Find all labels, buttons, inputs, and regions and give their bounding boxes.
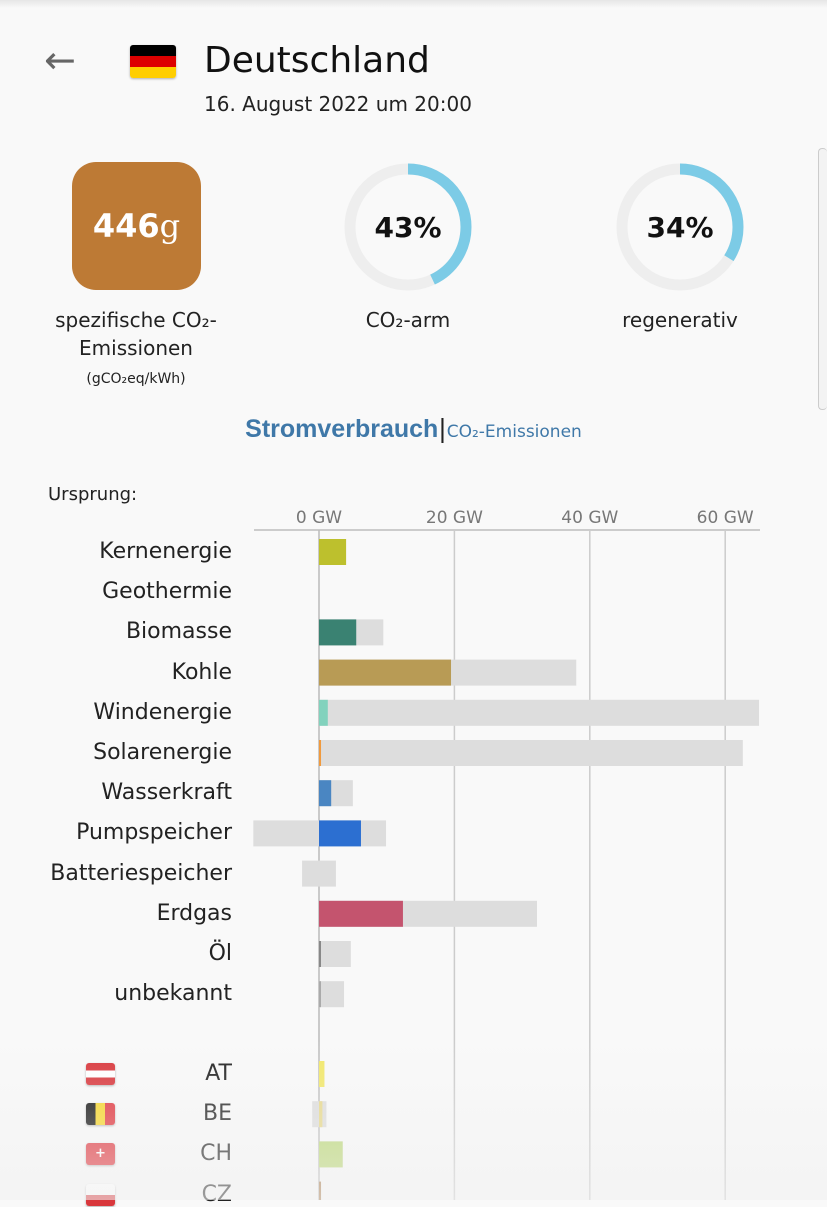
x-tick-label: 20 GW bbox=[426, 508, 483, 528]
source-label: Geothermie bbox=[102, 579, 232, 605]
source-bar-Wasserkraft[interactable] bbox=[319, 780, 353, 807]
arrow-left-icon[interactable]: ← bbox=[44, 38, 76, 82]
chart-mode-tabs: Stromverbrauch|CO₂-Emissionen bbox=[0, 414, 827, 444]
source-label: Wasserkraft bbox=[101, 780, 232, 806]
source-bar-Solarenergie[interactable] bbox=[319, 740, 743, 766]
source-bar-Batteriespeicher[interactable] bbox=[302, 860, 336, 887]
capacity-bar bbox=[319, 981, 345, 1008]
source-label: Windenergie bbox=[93, 699, 232, 725]
source-label: Öl bbox=[208, 941, 232, 966]
scrollbar-track[interactable] bbox=[818, 148, 827, 410]
tab-co2-emissionen[interactable]: CO₂-Emissionen bbox=[446, 422, 582, 442]
intensity-label: spezifische CO₂- Emissionen (gCO₂eq/kWh) bbox=[36, 306, 236, 393]
source-bar-Pumpspeicher[interactable] bbox=[253, 820, 387, 847]
capacity-bar bbox=[302, 860, 336, 887]
ring-fill bbox=[344, 163, 472, 291]
source-bar-Biomasse[interactable] bbox=[319, 619, 384, 646]
datetime: 16. August 2022 um 20:00 bbox=[204, 92, 472, 116]
renewable-label: regenerativ bbox=[622, 308, 738, 332]
source-bar-Erdgas[interactable] bbox=[319, 900, 537, 927]
source-bar-Öl[interactable] bbox=[319, 941, 351, 967]
source-label: Erdgas bbox=[156, 900, 232, 926]
source-label: Biomasse bbox=[125, 619, 232, 645]
source-label: unbekannt bbox=[114, 981, 232, 1007]
value-bar bbox=[319, 941, 321, 967]
top-shadow bbox=[0, 0, 827, 8]
intensity-label-2: Emissionen bbox=[79, 336, 193, 360]
capacity-bar bbox=[319, 941, 351, 967]
capacity-bar bbox=[319, 740, 743, 766]
source-bar-Windenergie[interactable] bbox=[319, 699, 760, 726]
source-bar-unbekannt[interactable] bbox=[319, 981, 345, 1008]
intensity-unit-label: (gCO₂eq/kWh) bbox=[86, 371, 186, 387]
germany-flag-icon bbox=[130, 45, 176, 78]
source-label: Batteriespeicher bbox=[50, 860, 232, 886]
bottom-fade bbox=[0, 1040, 827, 1200]
origin-label: Ursprung: bbox=[48, 484, 138, 505]
value-bar bbox=[319, 740, 322, 766]
value-bar bbox=[319, 820, 361, 847]
renewable-ring: 34% bbox=[615, 162, 745, 292]
source-bar-Kernenergie[interactable] bbox=[319, 539, 347, 565]
intensity-unit: g bbox=[159, 207, 181, 245]
source-label: Solarenergie bbox=[93, 740, 232, 765]
value-bar bbox=[319, 780, 332, 807]
page-title: Deutschland bbox=[204, 40, 430, 81]
source-bar-Kohle[interactable] bbox=[319, 659, 577, 686]
ring-fill bbox=[616, 163, 744, 291]
value-bar bbox=[319, 900, 403, 927]
intensity-value: 446 bbox=[92, 207, 160, 245]
intensity-label-1: spezifische CO₂- bbox=[55, 308, 217, 332]
value-bar bbox=[319, 659, 452, 686]
low-carbon-pct: 43% bbox=[374, 210, 442, 244]
tab-stromverbrauch[interactable]: Stromverbrauch bbox=[245, 415, 439, 443]
x-tick-label: 60 GW bbox=[697, 508, 754, 528]
carbon-intensity-badge: 446 g bbox=[72, 162, 201, 290]
tab-separator: | bbox=[438, 414, 447, 443]
value-bar bbox=[319, 699, 328, 726]
low-carbon-ring: 43% bbox=[343, 162, 473, 292]
source-label: Kohle bbox=[171, 659, 232, 685]
value-bar bbox=[319, 981, 321, 1008]
renewable-pct: 34% bbox=[646, 210, 714, 244]
x-tick-label: 40 GW bbox=[561, 508, 618, 528]
value-bar bbox=[319, 539, 347, 565]
low-carbon-label: CO₂-arm bbox=[365, 308, 451, 332]
capacity-bar bbox=[319, 699, 760, 726]
source-label: Pumpspeicher bbox=[76, 820, 232, 846]
value-bar bbox=[319, 619, 357, 646]
source-label: Kernenergie bbox=[99, 539, 232, 564]
x-tick-label: 0 GW bbox=[296, 508, 342, 528]
